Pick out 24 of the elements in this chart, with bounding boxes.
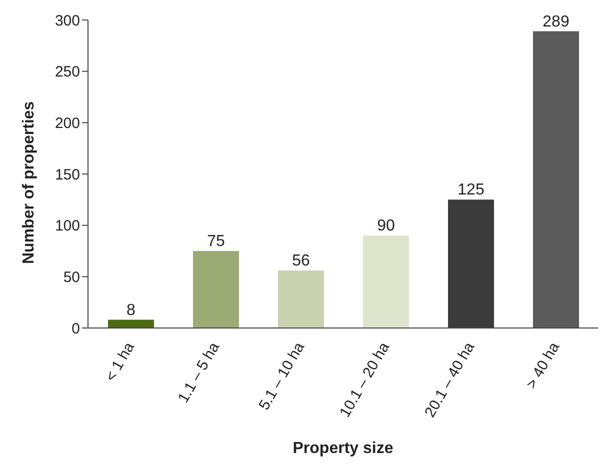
bar bbox=[108, 320, 154, 328]
data-label: 75 bbox=[207, 233, 225, 250]
x-tick-label: < 1 ha bbox=[102, 338, 138, 384]
y-tick-label: 250 bbox=[54, 64, 80, 81]
y-tick-label: 300 bbox=[54, 12, 80, 30]
data-label: 90 bbox=[377, 218, 395, 235]
bar bbox=[193, 251, 239, 328]
x-tick-label: 1.1 – 5 ha bbox=[174, 338, 224, 406]
data-label: 289 bbox=[542, 13, 570, 30]
y-tick-label: 0 bbox=[72, 320, 80, 338]
bar bbox=[363, 236, 409, 328]
y-tick-label: 100 bbox=[54, 218, 80, 235]
y-tick-label: 200 bbox=[54, 114, 80, 132]
x-tick-label: 5.1 – 10 ha bbox=[256, 338, 308, 414]
y-tick-label: 150 bbox=[54, 166, 80, 184]
x-axis-title: Property size bbox=[292, 440, 394, 457]
y-tick-label: 50 bbox=[63, 268, 80, 286]
x-tick-label: > 40 ha bbox=[523, 338, 564, 392]
bar bbox=[278, 270, 324, 328]
y-axis-title: Number of properties bbox=[20, 101, 38, 264]
bar bbox=[533, 31, 579, 328]
data-label: 8 bbox=[126, 302, 136, 319]
data-label: 56 bbox=[292, 252, 310, 270]
data-label: 125 bbox=[458, 182, 484, 199]
